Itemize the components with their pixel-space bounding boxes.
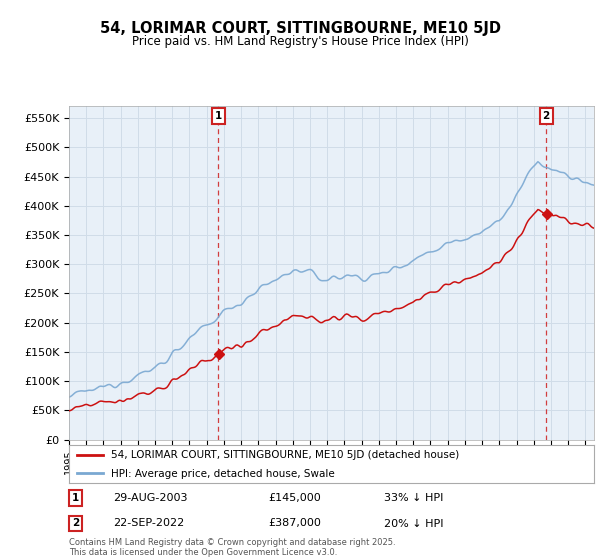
Text: HPI: Average price, detached house, Swale: HPI: Average price, detached house, Swal… [111, 469, 335, 479]
Text: 20% ↓ HPI: 20% ↓ HPI [384, 519, 443, 529]
Text: Price paid vs. HM Land Registry's House Price Index (HPI): Price paid vs. HM Land Registry's House … [131, 35, 469, 48]
Text: Contains HM Land Registry data © Crown copyright and database right 2025.
This d: Contains HM Land Registry data © Crown c… [69, 538, 395, 557]
Text: 22-SEP-2022: 22-SEP-2022 [113, 519, 185, 529]
Text: £387,000: £387,000 [269, 519, 322, 529]
Text: 1: 1 [214, 111, 221, 122]
Text: £145,000: £145,000 [269, 493, 321, 503]
Text: 29-AUG-2003: 29-AUG-2003 [113, 493, 188, 503]
Text: 2: 2 [71, 519, 79, 529]
Text: 54, LORIMAR COURT, SITTINGBOURNE, ME10 5JD (detached house): 54, LORIMAR COURT, SITTINGBOURNE, ME10 5… [111, 450, 459, 460]
Text: 54, LORIMAR COURT, SITTINGBOURNE, ME10 5JD: 54, LORIMAR COURT, SITTINGBOURNE, ME10 5… [100, 21, 500, 36]
Text: 1: 1 [71, 493, 79, 503]
Text: 2: 2 [542, 111, 550, 122]
Text: 33% ↓ HPI: 33% ↓ HPI [384, 493, 443, 503]
